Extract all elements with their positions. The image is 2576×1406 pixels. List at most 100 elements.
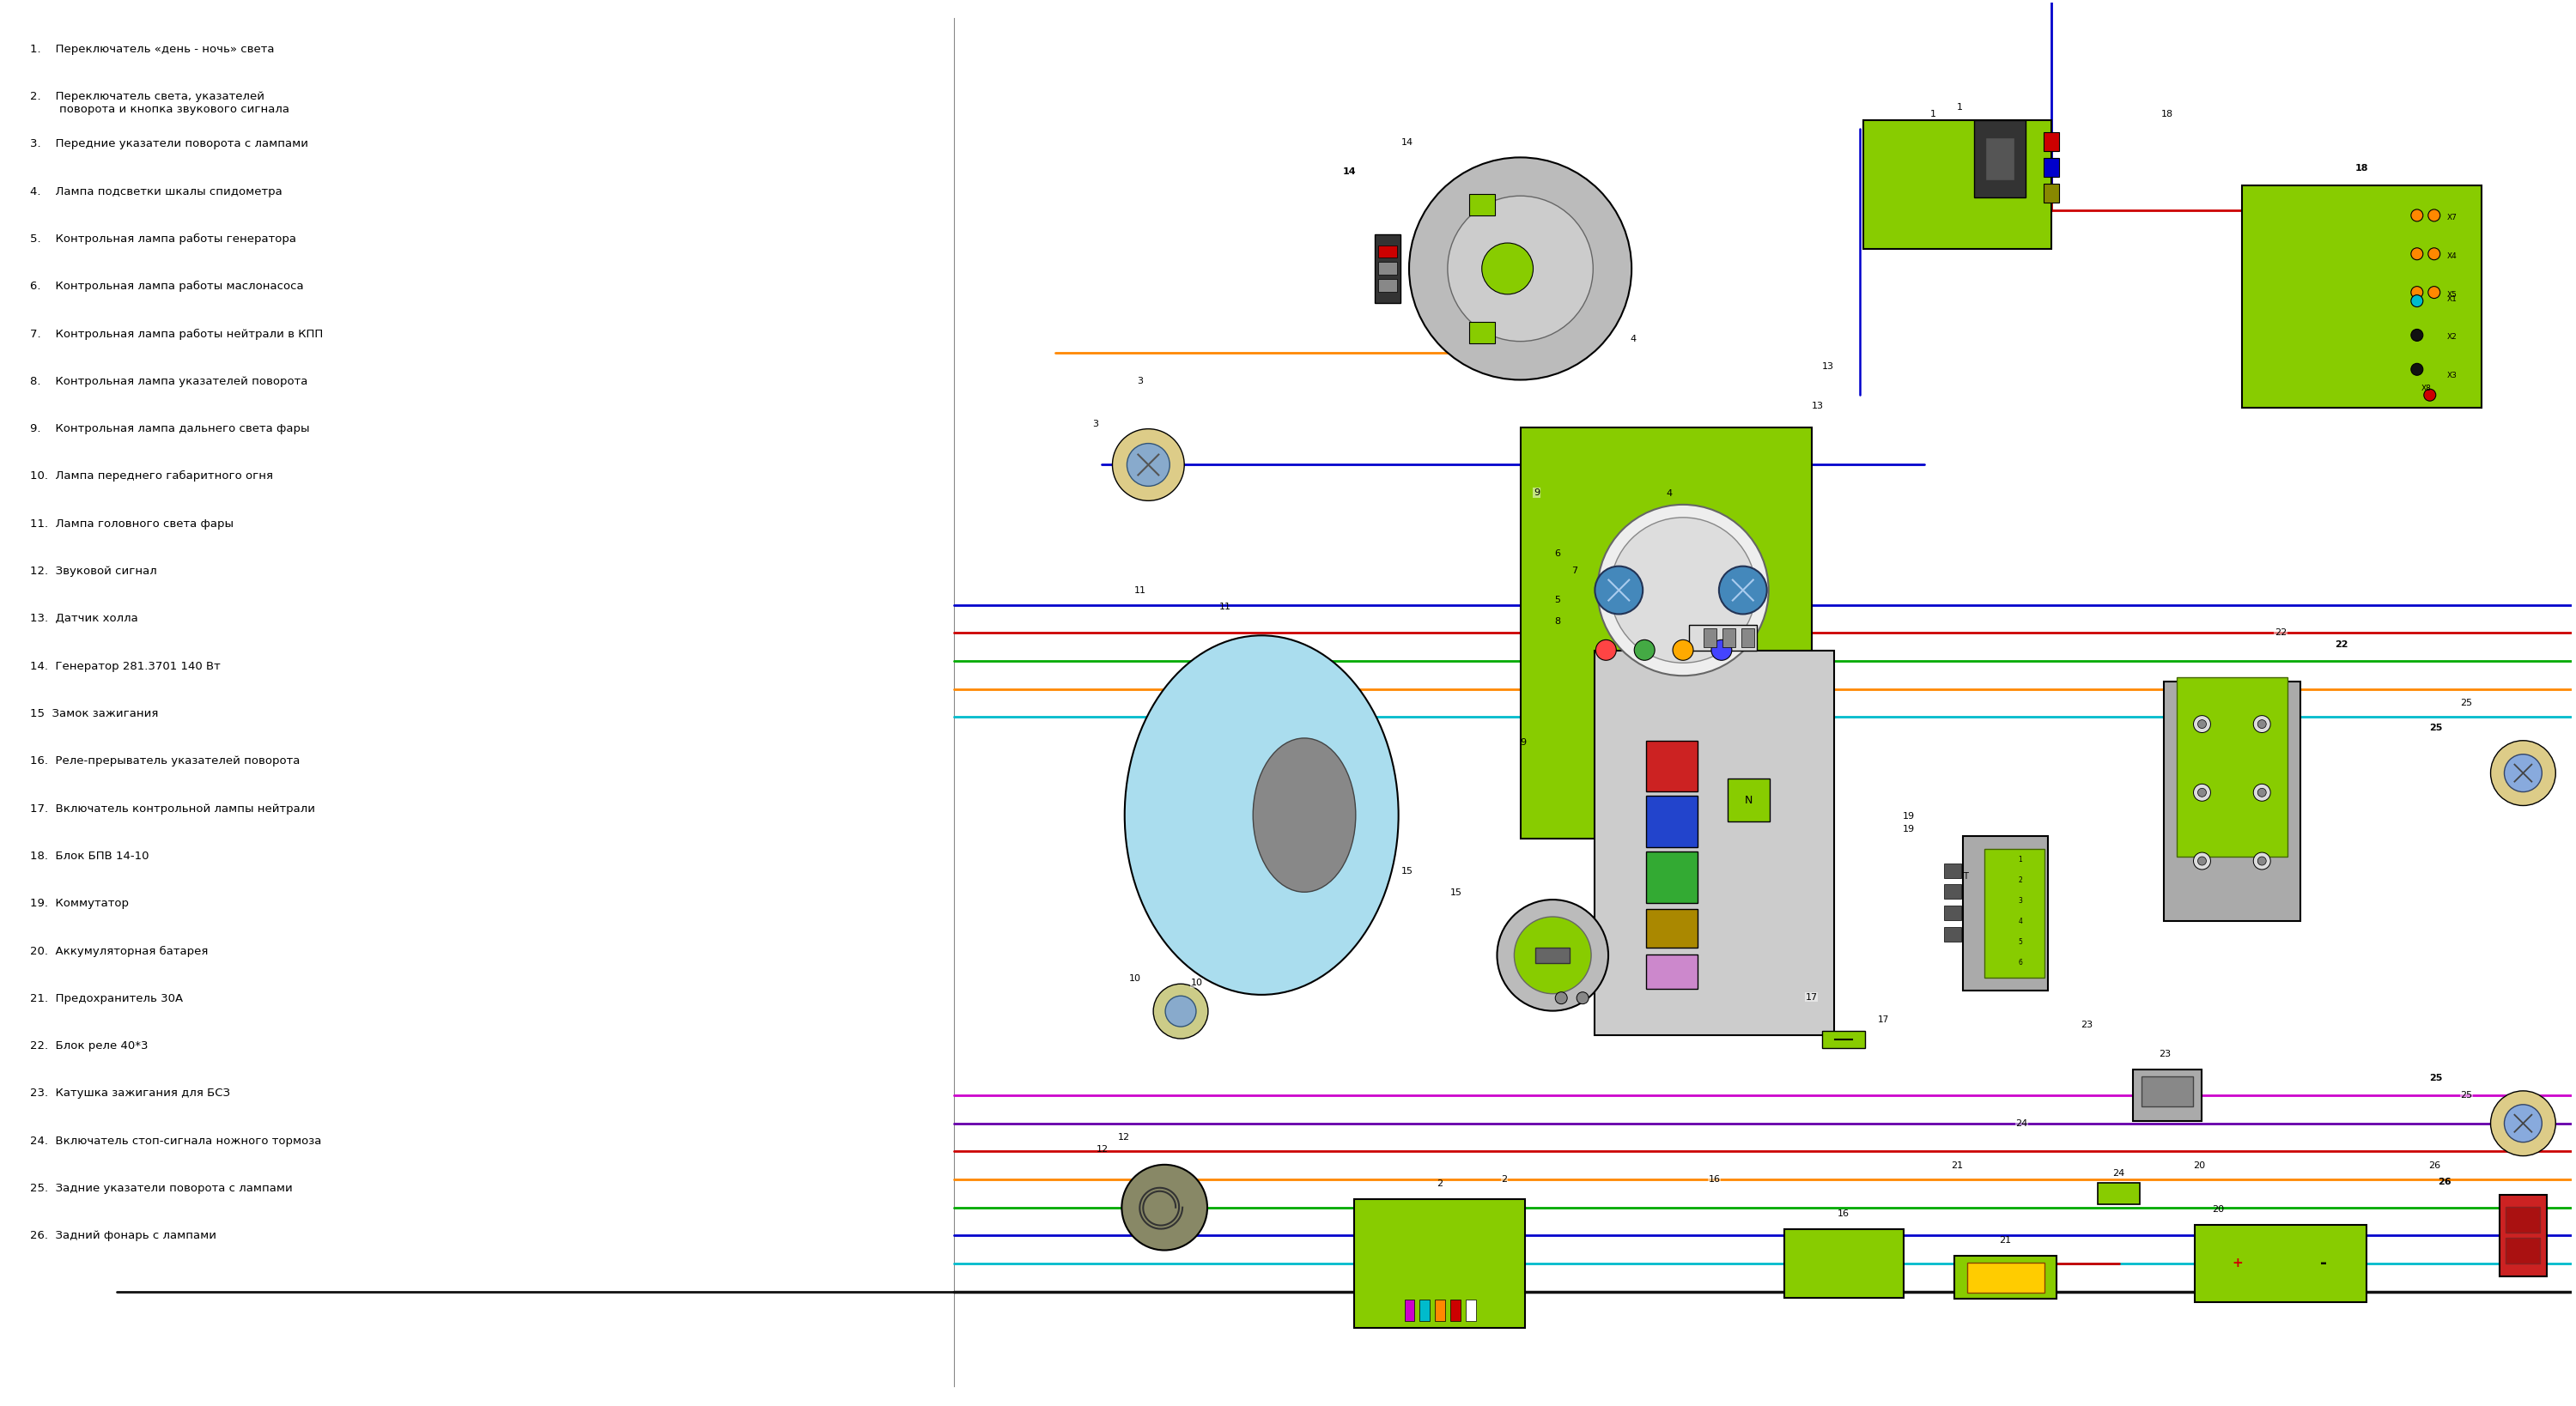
Bar <box>1785 1229 1904 1298</box>
Circle shape <box>1672 640 1692 661</box>
Circle shape <box>2195 852 2210 869</box>
Circle shape <box>1710 640 1731 661</box>
Ellipse shape <box>1126 636 1399 994</box>
Text: 5: 5 <box>2020 938 2022 946</box>
Circle shape <box>2411 295 2424 307</box>
Bar <box>2043 157 2058 177</box>
Text: 6.    Контрольная лампа работы маслонасоса: 6. Контрольная лампа работы маслонасоса <box>31 281 304 292</box>
Bar <box>1355 1199 1525 1327</box>
Text: 23.  Катушка зажигания для БСЗ: 23. Катушка зажигания для БСЗ <box>31 1088 229 1099</box>
Text: 21: 21 <box>1999 1236 2012 1244</box>
Text: 5: 5 <box>1556 596 1561 605</box>
Bar <box>1973 121 2025 197</box>
Text: 12.  Звуковой сигнал: 12. Звуковой сигнал <box>31 565 157 576</box>
Text: 7: 7 <box>1571 567 1579 575</box>
Text: 1.    Переключатель «день - ночь» света: 1. Переключатель «день - ночь» света <box>31 44 273 55</box>
Bar <box>1646 852 1698 903</box>
Bar <box>1404 1301 1414 1322</box>
Bar <box>2164 682 2300 921</box>
Bar <box>1466 1301 1476 1322</box>
Bar <box>1723 628 1736 647</box>
Bar <box>1945 928 1960 942</box>
Circle shape <box>1718 567 1767 614</box>
Text: 18: 18 <box>2161 110 2174 118</box>
Text: 13: 13 <box>1821 363 1834 371</box>
Text: 16: 16 <box>1708 1175 1721 1184</box>
Circle shape <box>1497 900 1607 1011</box>
Bar <box>1535 948 1569 963</box>
Bar <box>2043 132 2058 152</box>
Text: 25.  Задние указатели поворота с лампами: 25. Задние указатели поворота с лампами <box>31 1182 294 1194</box>
Text: 1: 1 <box>1958 103 1963 112</box>
Text: 4: 4 <box>1667 489 1672 498</box>
Circle shape <box>2195 785 2210 801</box>
Bar <box>2499 1195 2548 1277</box>
Text: 25: 25 <box>2460 699 2473 707</box>
Bar <box>1963 837 2048 990</box>
Text: 3.    Передние указатели поворота с лампами: 3. Передние указатели поворота с лампами <box>31 138 309 149</box>
Text: 19: 19 <box>1904 825 1914 834</box>
Bar <box>1378 245 1396 257</box>
Bar <box>1703 628 1716 647</box>
Text: 11.  Лампа головного света фары: 11. Лампа головного света фары <box>31 519 234 530</box>
FancyBboxPatch shape <box>953 10 2568 1395</box>
Text: 12: 12 <box>1118 1133 1131 1142</box>
Circle shape <box>2429 247 2439 260</box>
Bar <box>1435 1301 1445 1322</box>
Text: 11: 11 <box>1133 586 1146 595</box>
Circle shape <box>1409 157 1631 380</box>
Bar <box>1728 779 1770 821</box>
Text: 10: 10 <box>1128 974 1141 983</box>
Text: 20.  Аккумуляторная батарея: 20. Аккумуляторная батарея <box>31 945 209 956</box>
Text: 23: 23 <box>2159 1050 2172 1059</box>
Text: 26.  Задний фонарь с лампами: 26. Задний фонарь с лампами <box>31 1230 216 1241</box>
Text: 19.  Коммутатор: 19. Коммутатор <box>31 898 129 910</box>
Text: 3: 3 <box>1136 377 1144 385</box>
Text: X8: X8 <box>2421 385 2432 392</box>
Circle shape <box>2424 389 2437 401</box>
Text: 18: 18 <box>2354 165 2367 173</box>
Ellipse shape <box>1252 738 1355 891</box>
Text: 23: 23 <box>2081 1021 2092 1029</box>
Text: 5.    Контрольная лампа работы генератора: 5. Контрольная лампа работы генератора <box>31 233 296 245</box>
Bar <box>2097 1182 2141 1204</box>
Text: 10.  Лампа переднего габаритного огня: 10. Лампа переднего габаритного огня <box>31 471 273 482</box>
Text: -: - <box>2321 1256 2326 1271</box>
Circle shape <box>2504 754 2543 792</box>
Text: 16.  Реле-прерыватель указателей поворота: 16. Реле-прерыватель указателей поворота <box>31 755 299 766</box>
Bar <box>1741 628 1754 647</box>
Text: 9.    Контрольная лампа дальнего света фары: 9. Контрольная лампа дальнего света фары <box>31 423 309 434</box>
Circle shape <box>2411 287 2424 298</box>
Circle shape <box>1633 640 1654 661</box>
Text: 22: 22 <box>2334 640 2347 648</box>
Text: 8.    Контрольная лампа указателей поворота: 8. Контрольная лампа указателей поворота <box>31 375 307 387</box>
Text: 24: 24 <box>2112 1170 2125 1178</box>
Bar <box>1378 262 1396 276</box>
Text: 10: 10 <box>1190 979 1203 987</box>
Text: 4: 4 <box>1631 335 1636 343</box>
Text: 1: 1 <box>1929 110 1935 118</box>
Bar <box>1955 1256 2056 1299</box>
Bar <box>1986 138 2014 180</box>
Text: 18.  Блок БПВ 14-10: 18. Блок БПВ 14-10 <box>31 851 149 862</box>
Text: 21: 21 <box>1950 1161 1963 1170</box>
Circle shape <box>2411 209 2424 221</box>
Circle shape <box>1610 517 1757 662</box>
Circle shape <box>1577 993 1589 1004</box>
Text: 2: 2 <box>1437 1180 1443 1188</box>
Text: X4: X4 <box>2447 252 2458 260</box>
Bar <box>2043 184 2058 202</box>
Bar <box>2195 1225 2367 1302</box>
Text: 9: 9 <box>1533 488 1540 498</box>
Text: 13: 13 <box>1811 402 1824 411</box>
Circle shape <box>1448 195 1592 342</box>
Circle shape <box>2254 852 2269 869</box>
Text: X3: X3 <box>2447 373 2458 380</box>
Bar <box>1378 280 1396 292</box>
Text: 1: 1 <box>2020 856 2022 863</box>
Bar <box>1984 849 2045 977</box>
Bar <box>1821 1031 1865 1047</box>
Bar <box>1945 863 1960 877</box>
Text: 26: 26 <box>2429 1161 2439 1170</box>
Bar <box>1520 427 1811 838</box>
